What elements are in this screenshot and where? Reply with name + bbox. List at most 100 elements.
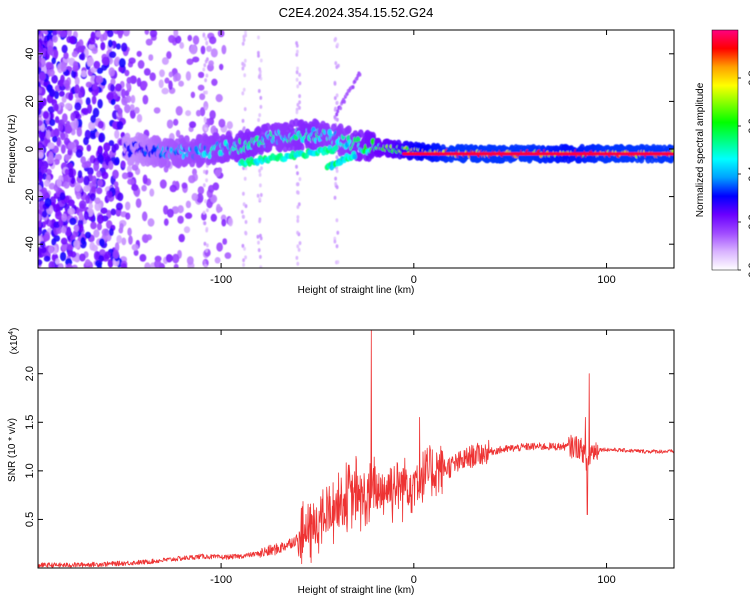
spectrogram-cell <box>107 190 113 199</box>
spectrogram-cell <box>197 84 205 91</box>
spectrogram-x-tick-label: 0 <box>411 274 417 286</box>
spectrogram-cell <box>88 203 94 210</box>
spectrogram-cell <box>203 90 206 95</box>
spectrogram-cell <box>333 96 337 101</box>
spectrogram-cell <box>96 67 104 74</box>
spectrogram-cell <box>205 90 208 95</box>
spectrogram-cell <box>192 35 200 45</box>
spectrogram-cell <box>81 162 88 169</box>
spectrogram-cell <box>259 265 263 268</box>
spectrogram-cell <box>107 39 113 48</box>
spectrogram-cell <box>112 249 120 259</box>
spectrogram-cell <box>240 209 244 214</box>
spectrogram-cell <box>295 77 299 82</box>
spectrogram-cell <box>257 248 261 253</box>
spectrogram-cell <box>178 80 184 87</box>
spectrogram-cell <box>71 264 78 268</box>
spectrogram-cell <box>38 86 43 95</box>
spectrogram-cell <box>296 171 299 176</box>
snr-y-tick-label: 0.5 <box>24 512 36 527</box>
spectrogram-cell <box>202 183 206 188</box>
spectrogram-cell <box>121 42 128 52</box>
spectrogram-cell <box>40 165 48 174</box>
spectrogram-cell <box>335 101 339 105</box>
spectrogram-x-ticks: -100 0 100 <box>210 30 616 286</box>
spectrogram-cell <box>94 197 101 205</box>
spectrogram-cell <box>211 78 218 86</box>
spectrogram-cell <box>244 255 248 260</box>
spectrogram-cell <box>53 128 60 138</box>
spectrogram-cell <box>184 212 193 219</box>
spectrogram-cell <box>98 238 105 247</box>
spectrogram-y-tick-label: -40 <box>24 236 36 252</box>
spectrogram-cell <box>185 71 192 81</box>
spectrogram-cell <box>197 71 205 79</box>
spectrogram-cell <box>61 213 67 222</box>
spectrogram-cell <box>221 44 227 55</box>
spectrogram-cell <box>63 181 70 189</box>
spectrogram-cell <box>127 227 132 236</box>
spectrogram-cell <box>174 35 182 44</box>
spectrogram-cell <box>108 227 114 237</box>
spectrogram-cell <box>113 181 119 188</box>
spectrogram-cell <box>121 160 126 168</box>
spectrogram-cell <box>73 239 81 249</box>
spectrogram-cell <box>242 126 246 131</box>
spectrogram-y-tick-label: 0 <box>24 146 36 152</box>
spectrogram-cell <box>241 61 245 66</box>
spectrogram-cell <box>90 192 96 202</box>
spectrogram-cell <box>149 72 156 82</box>
spectrogram-cell <box>48 245 54 254</box>
spectrogram-cell <box>258 168 261 173</box>
spectrogram-cell <box>38 234 42 244</box>
spectrogram-cell <box>43 179 50 187</box>
spectrogram-cell <box>202 32 206 37</box>
spectrogram-cell <box>112 169 119 179</box>
spectrogram-cell <box>259 254 262 259</box>
spectrogram-cell <box>38 100 45 110</box>
spectrogram-cell <box>333 239 337 244</box>
spectrogram-cell <box>337 123 344 132</box>
spectrogram-cell <box>122 30 130 37</box>
spectrogram-cell <box>142 174 148 185</box>
spectrogram-cell <box>185 110 192 117</box>
spectrogram-cell <box>203 260 207 265</box>
spectrogram-cell <box>93 60 101 69</box>
spectrogram-cell <box>333 144 339 151</box>
spectrogram-cell <box>335 112 339 117</box>
spectrogram-cell <box>191 193 199 201</box>
spectrogram-cell <box>56 178 62 188</box>
spectrogram-cell <box>159 179 167 189</box>
spectrogram-cell <box>210 213 217 222</box>
spectrogram-cell <box>226 121 233 130</box>
spectrogram-cell <box>192 56 200 63</box>
spectrogram-cell <box>81 107 88 115</box>
spectrogram-cell <box>127 165 132 174</box>
spectrogram-cell <box>108 67 115 77</box>
spectrogram-cell <box>257 35 260 40</box>
spectrogram-cell <box>257 89 261 93</box>
spectrogram-cell <box>259 183 262 188</box>
spectrogram-cell <box>242 258 246 263</box>
svg-text:(x104): (x104) <box>8 328 20 355</box>
spectrogram-cell <box>51 57 56 65</box>
spectrogram-cell <box>181 182 188 189</box>
spectrogram-cell <box>242 191 245 196</box>
spectrogram-cell <box>48 68 55 77</box>
spectrogram-cell <box>205 248 209 253</box>
spectrogram-cell <box>141 211 148 222</box>
spectrogram-cell <box>60 144 66 154</box>
spectrogram-cell <box>73 119 79 129</box>
spectrogram-cell <box>38 41 41 50</box>
spectrogram-cell <box>161 57 169 65</box>
spectrogram-cell <box>43 233 51 242</box>
spectrogram-cell <box>242 202 246 207</box>
spectrogram-cell <box>224 252 232 259</box>
spectrogram-cell <box>54 116 60 124</box>
spectrogram-cell <box>113 143 120 151</box>
spectrogram-cell <box>108 51 117 59</box>
spectrogram-cell <box>110 208 117 216</box>
spectrogram-cell <box>63 137 71 146</box>
spectrogram-cell <box>216 242 223 252</box>
spectrogram-cell <box>57 122 64 132</box>
